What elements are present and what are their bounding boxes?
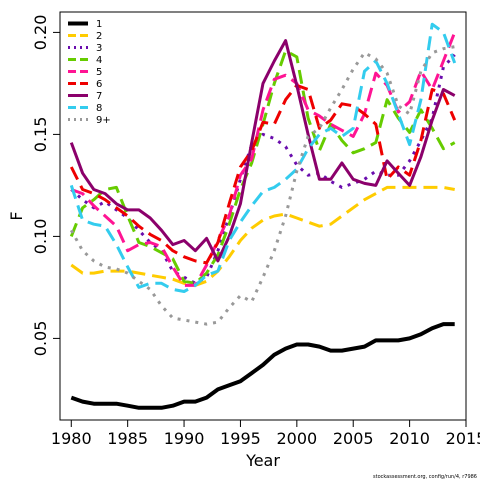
legend-label: 2 (96, 31, 102, 42)
x-tick-label: 2005 (333, 429, 374, 448)
series-line-6 (69, 83, 457, 265)
x-tick-label: 1990 (164, 429, 205, 448)
x-axis-title: Year (245, 451, 280, 470)
x-tick-label: 2000 (276, 429, 317, 448)
y-axis: 0.05 0.10 0.15 0.20 (31, 15, 60, 357)
footer-credit: stockassessment.org, config/run/4, r7986 (373, 474, 477, 480)
x-axis: 1980 1985 1990 1995 2000 2005 2010 2015 (51, 420, 480, 448)
y-tick-label: 0.10 (31, 219, 50, 255)
x-tick-label: 2015 (446, 429, 480, 448)
series-line-1 (70, 322, 455, 410)
series-line-5 (70, 31, 457, 287)
y-axis-title: F (7, 211, 26, 220)
series-line-7 (69, 39, 456, 263)
x-tick-label: 1985 (107, 429, 148, 448)
y-tick-label: 0.15 (31, 117, 50, 153)
y-tick-label: 0.05 (31, 321, 50, 357)
legend-label: 8 (96, 103, 102, 114)
legend-label: 9+ (96, 115, 111, 126)
series-line-2 (70, 185, 455, 287)
series-layer (69, 22, 457, 410)
legend-label: 5 (96, 67, 102, 78)
x-tick-label: 1980 (51, 429, 92, 448)
legend-label: 7 (96, 91, 102, 102)
x-tick-label: 2010 (389, 429, 430, 448)
x-tick-label: 1995 (220, 429, 261, 448)
legend-label: 3 (96, 43, 102, 54)
legend-label: 4 (96, 55, 102, 66)
y-tick-label: 0.20 (31, 15, 50, 51)
plot-frame (59, 11, 467, 421)
legend-label: 6 (96, 79, 102, 90)
legend-label: 1 (96, 19, 102, 30)
